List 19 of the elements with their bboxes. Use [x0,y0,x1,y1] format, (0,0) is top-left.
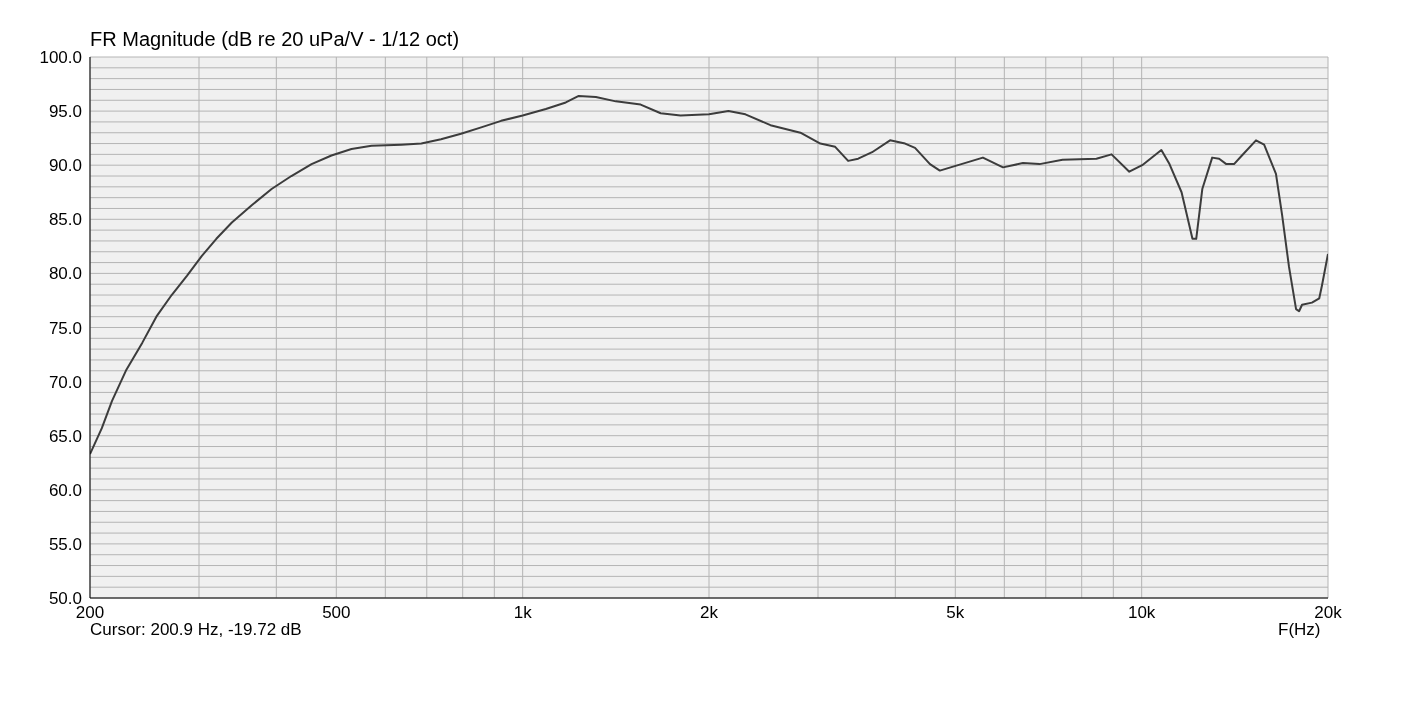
y-tick-label: 80.0 [48,264,82,284]
x-tick-label: 500 [322,603,351,623]
y-tick-label: 100.0 [39,48,82,68]
y-tick-label: 60.0 [48,480,82,500]
chart-title: FR Magnitude (dB re 20 uPa/V - 1/12 oct) [90,28,460,51]
x-tick-label: 2k [700,603,719,623]
y-tick-label: 75.0 [48,318,82,338]
y-tick-label: 95.0 [48,102,82,122]
y-tick-label: 65.0 [48,426,82,446]
text: Cursor: 200.9 Hz, -19.72 dB [90,620,302,640]
y-tick-label: 85.0 [48,210,82,230]
y-tick-label: 55.0 [48,534,82,554]
x-axis-title: F(Hz) [1278,620,1321,640]
y-tick-label: 90.0 [48,156,82,176]
y-tick-label: 70.0 [48,372,82,392]
x-tick-label: 20k [1314,603,1343,623]
x-tick-label: 5k [946,603,965,623]
x-tick-label: 1k [513,603,533,623]
x-tick-label: 10k [1127,603,1156,623]
